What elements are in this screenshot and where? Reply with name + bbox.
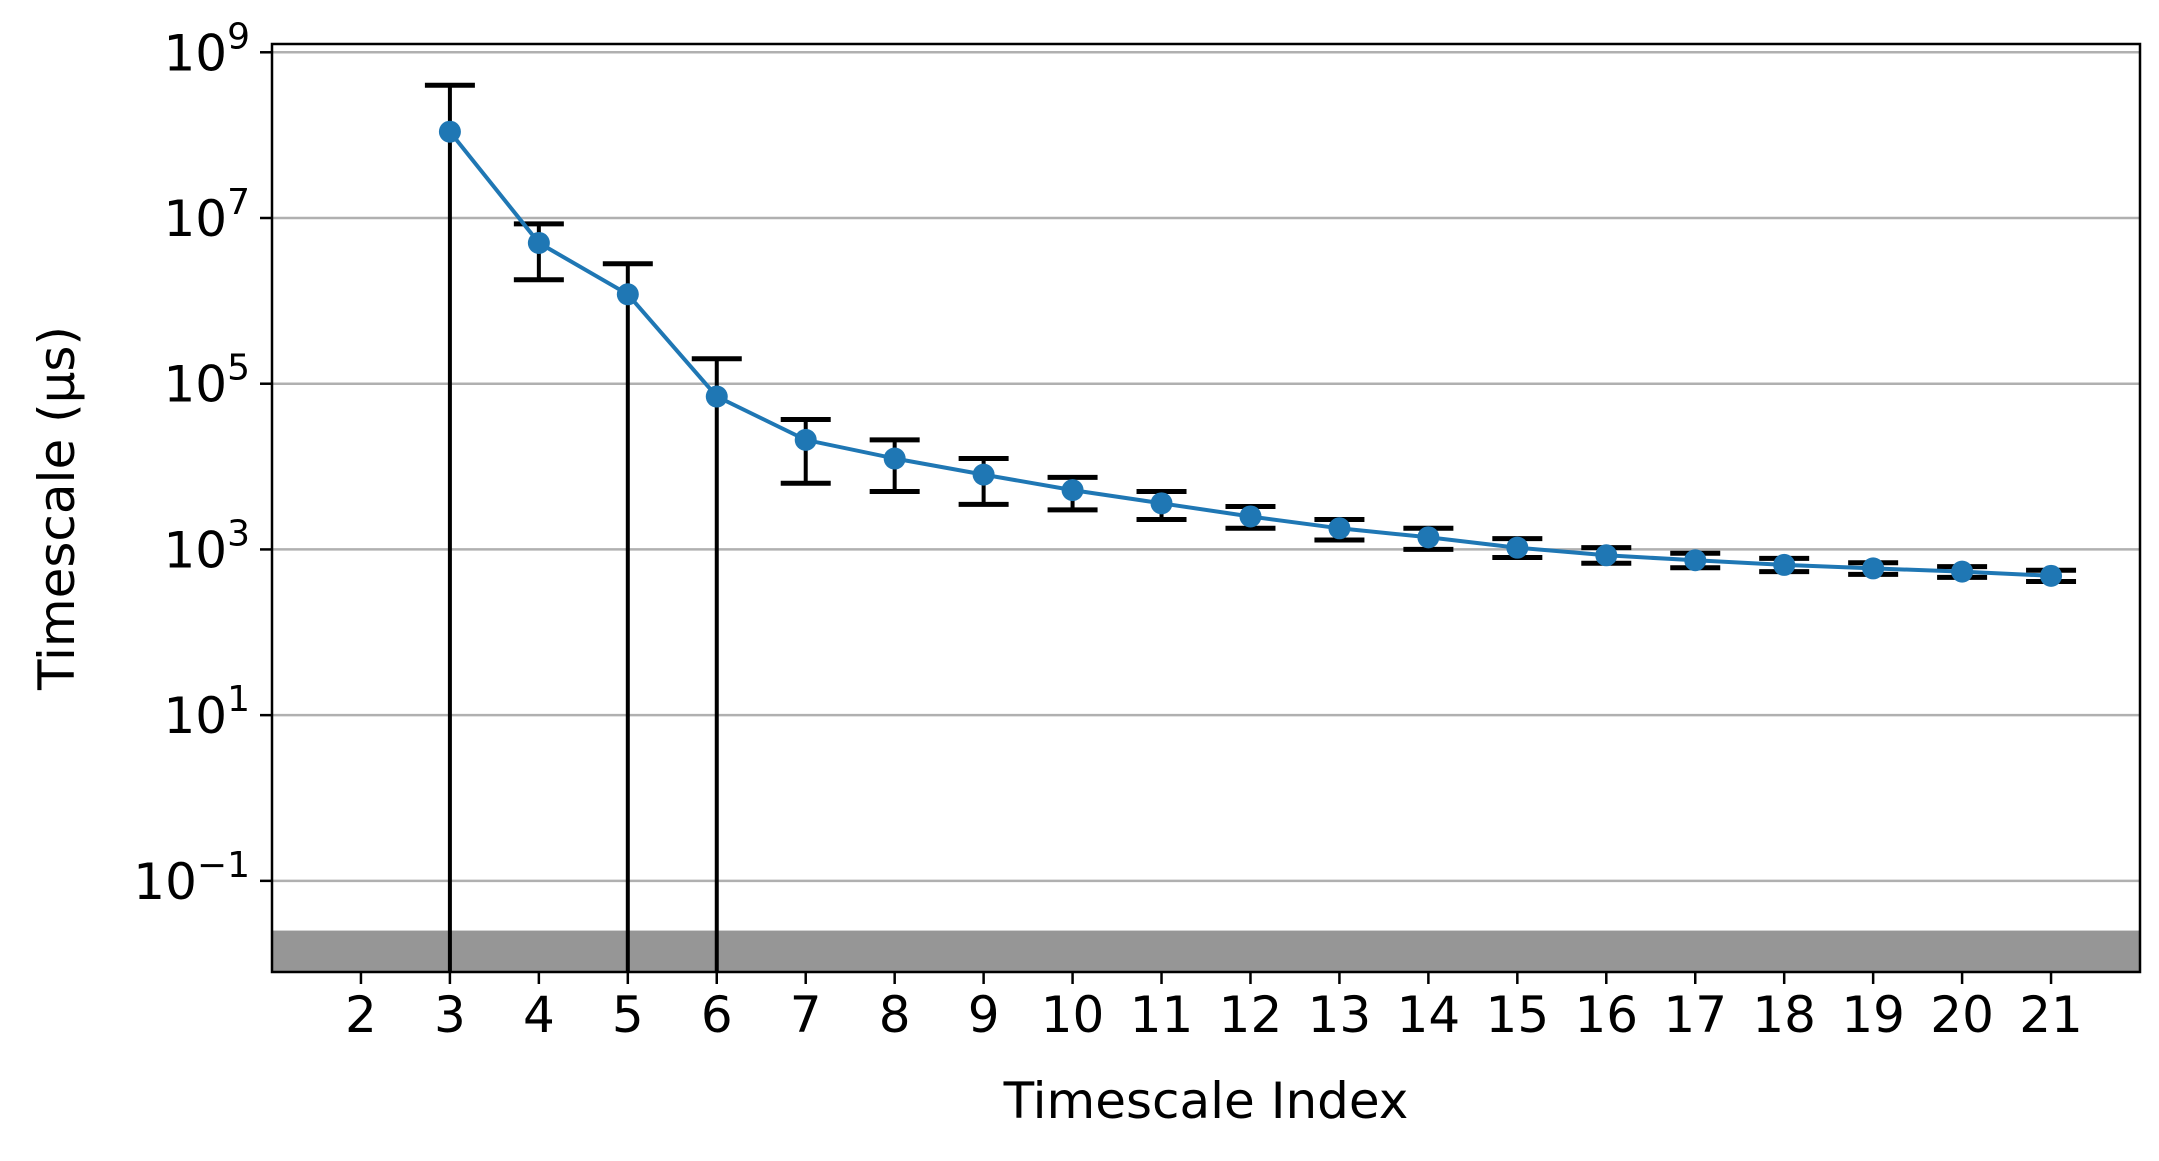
x-tick-label: 8 xyxy=(879,986,911,1044)
y-tick-exponent: 7 xyxy=(227,182,250,223)
data-point xyxy=(527,231,550,254)
data-point xyxy=(705,385,728,408)
y-tick-exponent: 9 xyxy=(227,16,250,57)
x-tick-layer: 2 3 4 5 6 7 8 9 10 11 12 13 14 15 16 17 18 19 20 21 xyxy=(345,972,2083,1044)
x-tick-label: 13 xyxy=(1308,986,1372,1044)
x-tick-label: 10 xyxy=(1041,986,1105,1044)
data-point xyxy=(2040,564,2063,587)
y-tick-exponent: 3 xyxy=(227,513,250,554)
x-tick-label: 7 xyxy=(790,986,822,1044)
x-tick-label: 14 xyxy=(1397,986,1461,1044)
y-tick-label: 103 xyxy=(163,513,250,579)
data-point xyxy=(616,283,639,306)
data-point xyxy=(1951,560,1974,583)
shaded-band-layer xyxy=(272,930,2140,972)
y-axis-label: Timescale (μs) xyxy=(28,326,86,691)
x-tick-label: 20 xyxy=(1930,986,1994,1044)
x-tick-label: 4 xyxy=(523,986,555,1044)
data-point xyxy=(1595,544,1618,567)
x-tick-label: 3 xyxy=(434,986,466,1044)
y-tick-exponent: −1 xyxy=(197,845,250,886)
data-point xyxy=(1684,549,1707,572)
x-tick-label: 18 xyxy=(1752,986,1816,1044)
y-tick-label: 109 xyxy=(163,16,250,82)
y-tick-base: 10 xyxy=(163,356,227,414)
x-tick-label: 17 xyxy=(1663,986,1727,1044)
x-axis-label: Timescale Index xyxy=(1003,1072,1409,1130)
data-point xyxy=(1328,517,1351,540)
x-tick-label: 2 xyxy=(345,986,377,1044)
point-layer xyxy=(438,120,2063,587)
x-tick-label: 9 xyxy=(968,986,1000,1044)
grid-layer xyxy=(272,51,2140,883)
y-tick-label: 107 xyxy=(163,182,250,248)
x-tick-label: 12 xyxy=(1219,986,1283,1044)
y-tick-exponent: 5 xyxy=(227,348,250,389)
data-point xyxy=(438,120,461,143)
data-point xyxy=(1506,536,1529,559)
data-point xyxy=(883,447,906,470)
data-point xyxy=(972,463,995,486)
data-point xyxy=(1150,492,1173,515)
data-point xyxy=(1862,557,1885,580)
y-tick-label: 105 xyxy=(163,348,250,414)
x-tick-label: 19 xyxy=(1841,986,1905,1044)
y-tick-label: 10−1 xyxy=(133,845,250,911)
data-point xyxy=(794,428,817,451)
shaded-band xyxy=(272,930,2140,972)
y-tick-base: 10 xyxy=(133,853,197,911)
x-tick-label: 5 xyxy=(612,986,644,1044)
data-point xyxy=(1061,479,1084,502)
x-tick-label: 16 xyxy=(1574,986,1638,1044)
data-point xyxy=(1417,526,1440,549)
x-tick-label: 21 xyxy=(2019,986,2083,1044)
plot-frame xyxy=(270,42,2142,974)
y-tick-base: 10 xyxy=(163,521,227,579)
data-point xyxy=(1773,553,1796,576)
errorbar-layer xyxy=(424,82,2077,972)
x-tick-label: 6 xyxy=(701,986,733,1044)
data-point xyxy=(1239,505,1262,528)
y-tick-label: 101 xyxy=(163,679,250,745)
y-tick-base: 10 xyxy=(163,24,227,82)
x-tick-label: 11 xyxy=(1130,986,1194,1044)
y-tick-base: 10 xyxy=(163,687,227,745)
y-tick-base: 10 xyxy=(163,190,227,248)
x-tick-label: 15 xyxy=(1486,986,1550,1044)
y-tick-exponent: 1 xyxy=(227,679,250,720)
